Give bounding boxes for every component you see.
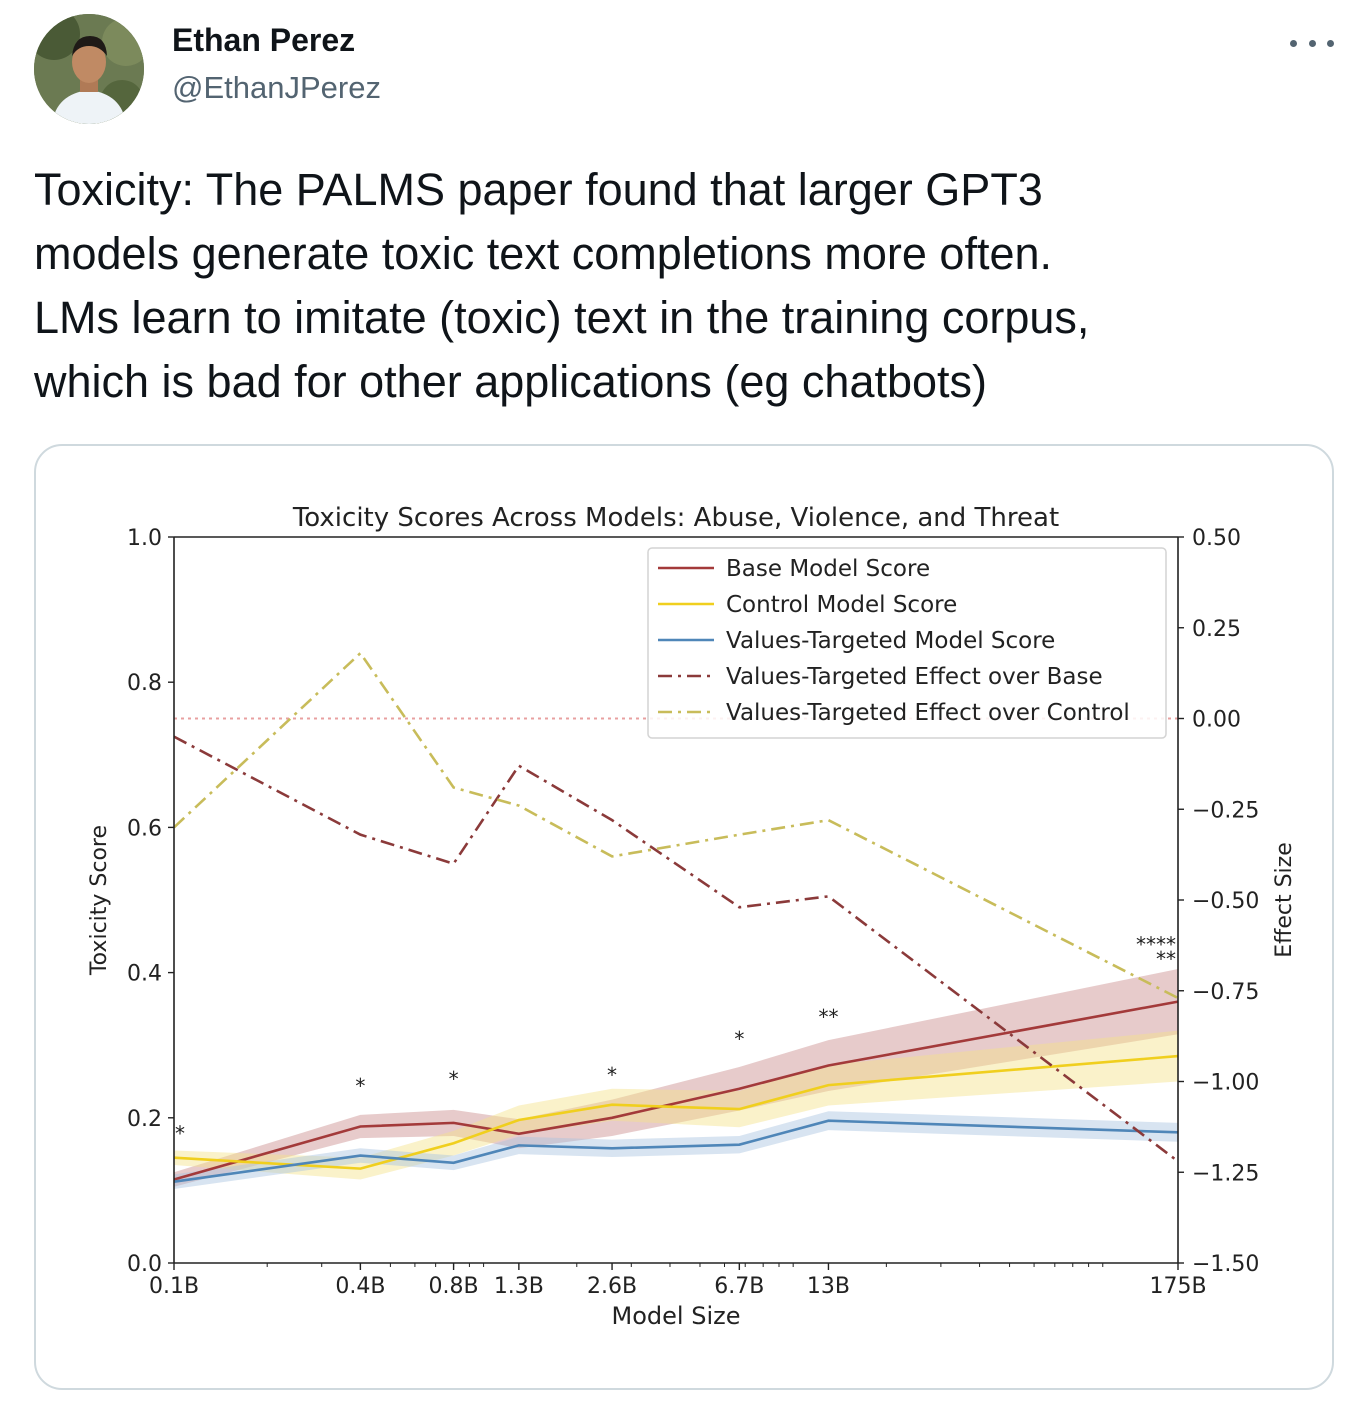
- y2-tick-label: −1.25: [1192, 1161, 1259, 1186]
- legend-label: Control Model Score: [726, 592, 957, 618]
- y2-tick-label: 0.00: [1192, 708, 1241, 733]
- avatar-photo: [34, 14, 144, 124]
- confidence-band-series-2: [174, 1111, 1178, 1189]
- x-axis-label: Model Size: [612, 1302, 741, 1330]
- y2-tick-label: −0.25: [1192, 798, 1259, 823]
- significance-marker: ****: [1136, 933, 1176, 957]
- y2-tick-label: −0.50: [1192, 889, 1259, 914]
- y2-axis-label: Effect Size: [1272, 842, 1297, 957]
- series-line-2: [173, 1119, 1179, 1183]
- toxicity-chart: 0.0 0.2 0.4 0.6 0.8 1.0 −1.50 −1.25 −1.00 −0.75 −0…: [87, 503, 1297, 1330]
- more-options-button[interactable]: [1290, 26, 1334, 60]
- confidence-band-series-1: [174, 1030, 1178, 1180]
- y-tick-label: 0.4: [127, 962, 162, 987]
- x-tick-label: 175B: [1149, 1274, 1206, 1299]
- x-tick-label: 13B: [807, 1274, 850, 1299]
- x-tick-label: 0.1B: [149, 1274, 199, 1299]
- series-line-1: [173, 1054, 1179, 1170]
- y-tick-label: 1.0: [127, 526, 162, 551]
- significance-marker: *: [734, 1027, 744, 1051]
- legend-box: [647, 547, 1167, 739]
- series-line-4: [173, 651, 1179, 1000]
- tweet-text-line: models generate toxic text completions m…: [34, 228, 1053, 279]
- significance-marker: *: [355, 1074, 365, 1098]
- x-tick-label: 6.7B: [714, 1274, 764, 1299]
- author-handle[interactable]: @EthanJPerez: [172, 70, 381, 105]
- y-tick-label: 0.0: [127, 1252, 162, 1277]
- chart-title: Toxicity Scores Across Models: Abuse, Vi…: [292, 503, 1059, 533]
- legend-label: Values-Targeted Model Score: [726, 628, 1055, 654]
- avatar[interactable]: [34, 14, 144, 124]
- series-line-3: [173, 735, 1179, 1163]
- x-tick-label: 1.3B: [494, 1274, 544, 1299]
- x-tick-label: 0.4B: [335, 1274, 385, 1299]
- tweet-text-line: Toxicity: The PALMS paper found that lar…: [34, 164, 1043, 215]
- y-axis-label: Toxicity Score: [87, 825, 112, 976]
- y2-tick-label: −1.50: [1192, 1252, 1259, 1277]
- more-horizontal-icon-dot: [1308, 39, 1316, 47]
- significance-marker: **: [1156, 947, 1176, 971]
- significance-marker: *: [449, 1067, 459, 1091]
- y-tick-label: 0.2: [127, 1107, 162, 1132]
- tweet-media-image[interactable]: 0.0 0.2 0.4 0.6 0.8 1.0 −1.50 −1.25 −1.00 −0.75 −0…: [34, 444, 1334, 1390]
- more-horizontal-icon: [1290, 39, 1297, 47]
- x-tick-label: 0.8B: [429, 1274, 479, 1299]
- significance-marker: **: [818, 1005, 838, 1029]
- author-name[interactable]: Ethan Perez: [172, 22, 356, 58]
- significance-marker: *: [175, 1121, 185, 1145]
- y2-tick-label: 0.25: [1192, 617, 1241, 642]
- legend-label: Base Model Score: [726, 556, 930, 582]
- tweet-text: Toxicity: The PALMS paper found that lar…: [34, 158, 1324, 414]
- y-tick-label: 0.8: [127, 671, 162, 696]
- confidence-band-series-0: [174, 968, 1178, 1187]
- y2-tick-label: −1.00: [1192, 1071, 1259, 1096]
- series-line-0: [173, 1000, 1179, 1181]
- y2-tick-label: −0.75: [1192, 980, 1259, 1005]
- y2-tick-label: 0.50: [1192, 526, 1241, 551]
- more-horizontal-icon-dot: [1327, 39, 1334, 47]
- y-tick-label: 0.6: [127, 816, 162, 841]
- legend-label: Values-Targeted Effect over Base: [726, 664, 1103, 690]
- tweet-text-line: which is bad for other applications (eg …: [34, 356, 988, 407]
- x-tick-label: 2.6B: [587, 1274, 637, 1299]
- significance-marker: *: [607, 1063, 617, 1087]
- tweet-text-line: LMs learn to imitate (toxic) text in the…: [34, 292, 1090, 343]
- legend-label: Values-Targeted Effect over Control: [726, 700, 1130, 726]
